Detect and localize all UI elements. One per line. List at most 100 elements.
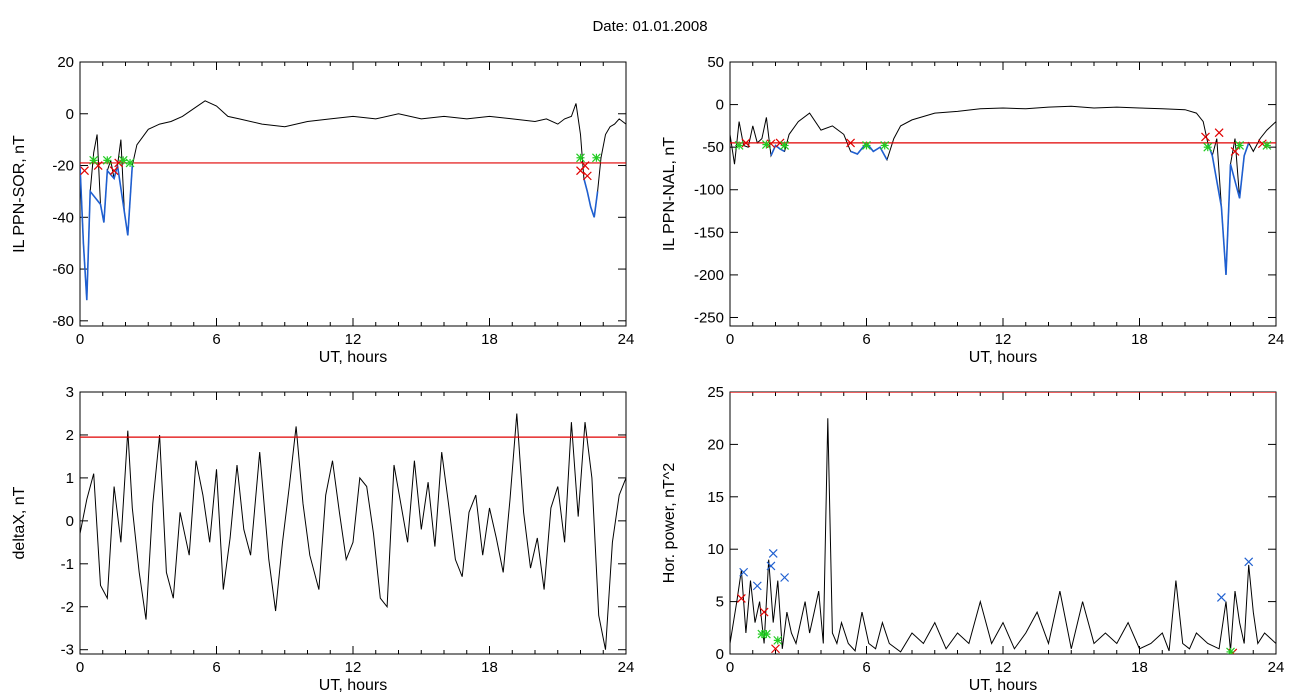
x-tick-label: 24	[618, 659, 635, 676]
y-tick-label: 1	[66, 470, 74, 487]
y-axis-label: IL PPN-SOR, nT	[11, 135, 28, 253]
marker-blue-x	[1216, 592, 1226, 602]
chart-title: Date: 01.01.2008	[592, 18, 708, 35]
plot-frame	[729, 391, 1277, 655]
x-axis-label: UT, hours	[969, 349, 1037, 366]
marker-red-x	[580, 161, 590, 170]
panel-top-left: 0 6 12 18 24 20 0 -20 -40 -60 -80 UT, hours IL PPN-S…	[11, 54, 634, 366]
marker-red-x	[771, 644, 780, 654]
panel-top-right: 0 6 12 18 24 50 0 -50 -100 -150 -200 -250 UT, hours I…	[661, 54, 1284, 366]
y-tick-label: -60	[52, 261, 74, 278]
marker-green-x	[773, 635, 783, 645]
marker-blue-x	[766, 561, 776, 571]
y-axis-label: deltaX, nT	[11, 486, 28, 559]
x-tick-label: 12	[995, 331, 1012, 348]
y-tick-label: -250	[694, 309, 724, 326]
x-tick-label: 18	[1131, 331, 1148, 348]
y-tick-label: -80	[52, 313, 74, 330]
marker-red-x	[1257, 139, 1267, 149]
marker-green-x	[89, 155, 99, 165]
x-tick-label: 6	[212, 659, 220, 676]
marker-red-x	[736, 594, 746, 603]
marker-green-x	[592, 153, 601, 163]
marker-blue-x	[1244, 557, 1254, 567]
x-tick-label: 12	[995, 659, 1012, 676]
marker-red-x	[80, 166, 89, 176]
marker-green-x	[880, 141, 890, 150]
y-tick-label: 20	[57, 54, 74, 71]
y-tick-label: -50	[702, 139, 724, 156]
y-tick-label: 50	[707, 54, 724, 71]
plot-area	[730, 392, 1276, 654]
marker-red-x	[109, 166, 119, 176]
y-tick-label: -2	[61, 599, 74, 616]
plot-area	[80, 413, 626, 650]
y-axis-label: IL PPN-NAL, nT	[661, 137, 678, 251]
marker-green-x	[862, 141, 871, 150]
marker-red-x	[582, 171, 592, 181]
y-tick-label: -40	[52, 209, 74, 226]
marker-red-x	[759, 607, 769, 617]
panel-bottom-left: 0 6 12 18 24 3 2 1 0 -1 -2 -3 UT, hours deltaX, nT	[11, 384, 634, 694]
series-line	[80, 413, 626, 650]
y-tick-label: -3	[61, 642, 74, 659]
x-axis-label: UT, hours	[319, 677, 387, 694]
marker-green-x	[780, 141, 790, 150]
x-tick-label: 12	[345, 659, 362, 676]
y-tick-label: 5	[716, 594, 724, 611]
plot-frame	[729, 61, 1277, 327]
marker-green-x	[1203, 142, 1213, 152]
x-tick-label: 6	[862, 659, 870, 676]
x-tick-label: 6	[862, 331, 870, 348]
y-tick-label: 3	[66, 384, 74, 401]
y-tick-label: -20	[52, 158, 74, 175]
x-tick-label: 0	[76, 331, 84, 348]
y-tick-label: -150	[694, 224, 724, 241]
x-tick-label: 0	[726, 331, 734, 348]
x-tick-label: 24	[618, 331, 635, 348]
marker-green-x	[761, 629, 771, 639]
y-tick-label: 0	[716, 97, 724, 114]
y-tick-label: 0	[66, 513, 74, 530]
x-tick-label: 12	[345, 331, 362, 348]
highlight-segment	[583, 178, 599, 218]
marker-blue-x	[739, 567, 749, 577]
x-tick-label: 18	[1131, 659, 1148, 676]
marker-blue-x	[768, 548, 778, 558]
x-tick-label: 0	[726, 659, 734, 676]
x-tick-label: 18	[481, 331, 498, 348]
panel-bottom-right: 0 6 12 18 24 0 5 10 15 20 25 UT, hours Hor. power, n…	[661, 384, 1284, 694]
marker-green-x	[1262, 141, 1272, 150]
marker-blue-x	[752, 581, 762, 591]
y-tick-label: 25	[707, 384, 724, 401]
y-tick-label: 20	[707, 436, 724, 453]
x-tick-label: 18	[481, 659, 498, 676]
marker-green-x	[102, 155, 112, 165]
marker-red-x	[846, 138, 855, 148]
marker-red-x	[1201, 132, 1210, 142]
plot-frame	[79, 61, 627, 327]
marker-red-x	[741, 138, 751, 148]
highlight-segment	[1207, 142, 1250, 275]
marker-green-x	[1226, 647, 1235, 654]
y-tick-label: 2	[66, 427, 74, 444]
x-tick-label: 6	[212, 331, 220, 348]
marker-blue-x	[780, 573, 790, 582]
x-tick-label: 0	[76, 659, 84, 676]
marker-red-x	[1214, 128, 1224, 138]
y-tick-label: 10	[707, 541, 724, 558]
y-tick-label: 0	[66, 106, 74, 123]
plot-area	[730, 105, 1276, 275]
y-axis-label: Hor. power, nT^2	[661, 463, 678, 584]
x-axis-label: UT, hours	[319, 349, 387, 366]
highlight-segment	[770, 144, 785, 157]
marker-green-x	[118, 155, 128, 165]
y-tick-label: -200	[694, 267, 724, 284]
marker-green-x	[125, 158, 135, 168]
series-line	[80, 100, 626, 301]
y-tick-label: -1	[61, 556, 74, 573]
marker-green-x	[1235, 141, 1245, 150]
plot-area	[80, 100, 626, 301]
x-axis-label: UT, hours	[969, 677, 1037, 694]
